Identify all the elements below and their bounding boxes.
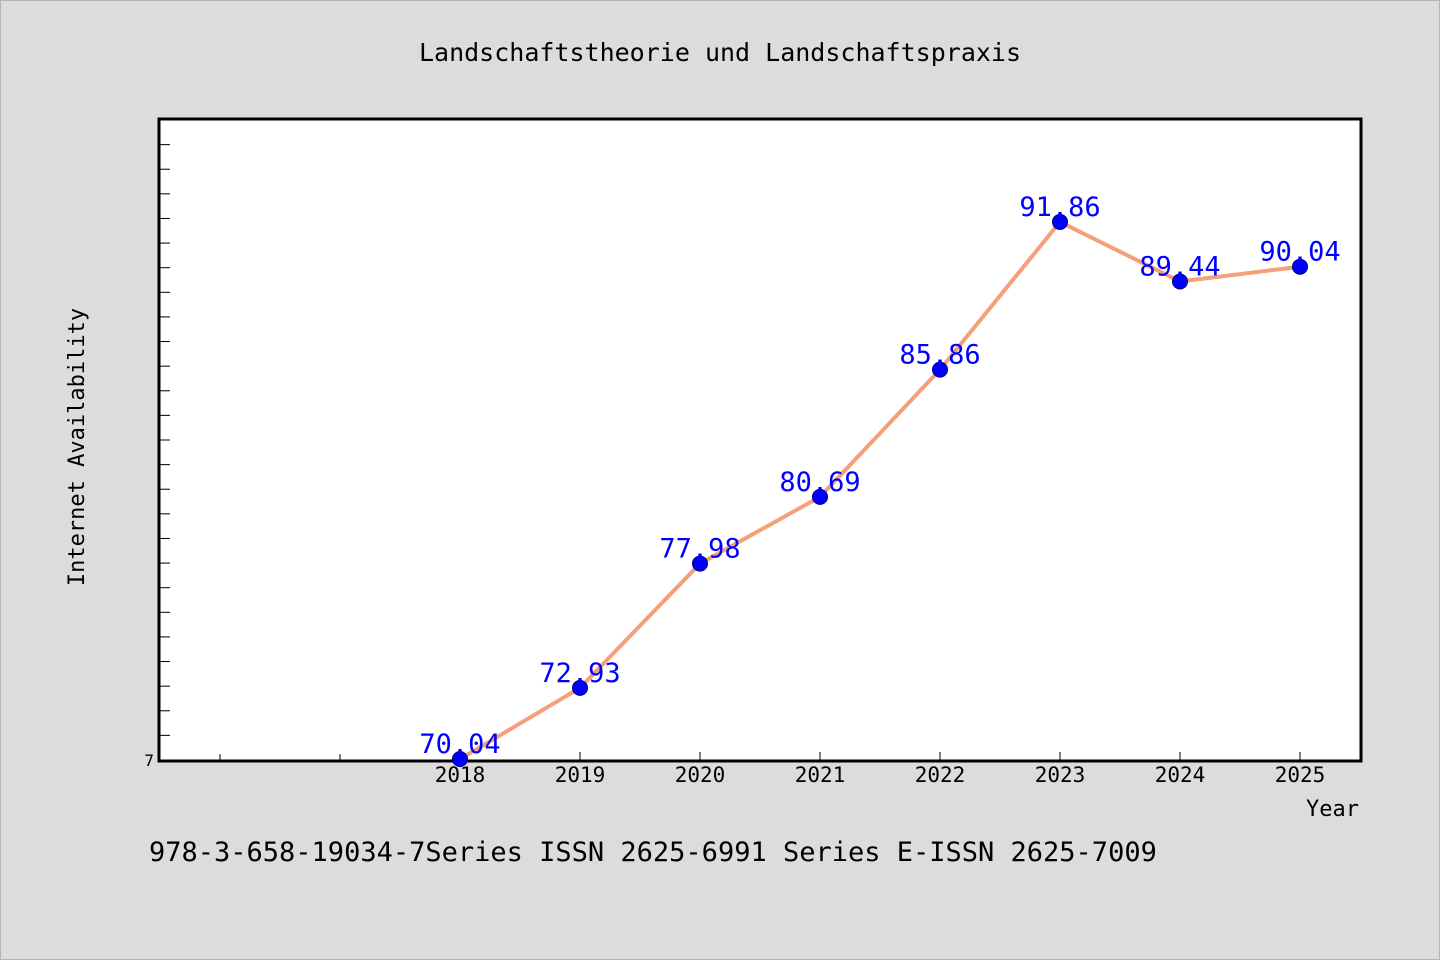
data-point xyxy=(812,488,828,505)
x-tick-label: 2024 xyxy=(1155,763,1206,787)
data-point xyxy=(1052,213,1068,230)
y-axis xyxy=(160,144,170,736)
data-label: 89.44 xyxy=(1139,251,1220,282)
plot-area xyxy=(157,117,1363,763)
x-tick-label: 2025 xyxy=(1275,763,1326,787)
data-point xyxy=(1172,273,1188,290)
y-axis-label: Internet Availability xyxy=(65,308,90,586)
data-label: 90.04 xyxy=(1259,237,1340,268)
data-point xyxy=(1292,258,1308,275)
data-label: 80.69 xyxy=(779,467,860,498)
y-tick-label: 7 xyxy=(144,751,154,770)
chart-title: Landschaftstheorie und Landschaftspraxis xyxy=(419,38,1021,67)
data-point xyxy=(572,679,588,696)
data-label: 70.04 xyxy=(419,729,500,760)
data-label: 77.98 xyxy=(659,534,740,565)
footer-text: 978-3-658-19034-7Series ISSN 2625-6991 S… xyxy=(149,837,1157,868)
data-point xyxy=(932,361,948,378)
x-tick-label: 2022 xyxy=(915,763,966,787)
x-axis-label: Year xyxy=(1306,797,1359,822)
data-point xyxy=(452,751,468,768)
x-tick-label: 2019 xyxy=(555,763,606,787)
data-point xyxy=(692,555,708,572)
series-line xyxy=(458,219,1301,761)
data-label: 72.93 xyxy=(539,658,620,689)
data-label: 85.86 xyxy=(899,340,980,371)
data-label: 91.86 xyxy=(1019,192,1100,223)
x-tick-label: 2021 xyxy=(795,763,846,787)
x-tick-label: 2020 xyxy=(675,763,726,787)
series-group: 70.04 72.93 77.98 80.69 85.86 91.86 89.44 90.04 xyxy=(419,192,1341,768)
x-tick-label: 2023 xyxy=(1035,763,1086,787)
